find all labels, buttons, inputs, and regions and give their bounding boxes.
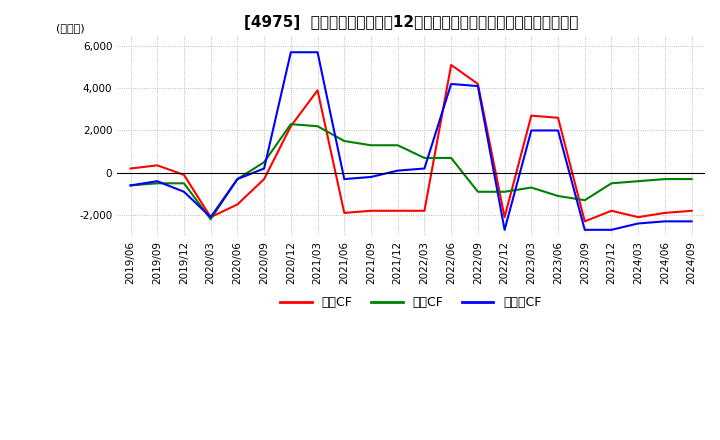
営業CF	[447, 62, 456, 68]
投資CF	[287, 121, 295, 127]
投資CF	[580, 198, 589, 203]
投資CF	[634, 179, 642, 184]
投資CF	[607, 181, 616, 186]
フリーCF	[260, 166, 269, 171]
営業CF	[233, 202, 242, 207]
営業CF	[500, 214, 509, 220]
Line: 投資CF: 投資CF	[130, 124, 692, 219]
フリーCF	[179, 189, 188, 194]
営業CF	[126, 166, 135, 171]
投資CF	[393, 143, 402, 148]
投資CF	[554, 193, 562, 198]
営業CF	[313, 88, 322, 93]
フリーCF	[527, 128, 536, 133]
Title: [4975]  キャッシュフローの12か月移動合計の対前年同期増減額の推移: [4975] キャッシュフローの12か月移動合計の対前年同期増減額の推移	[244, 15, 578, 30]
フリーCF	[474, 84, 482, 89]
フリーCF	[153, 179, 161, 184]
営業CF	[688, 208, 696, 213]
フリーCF	[287, 50, 295, 55]
フリーCF	[500, 227, 509, 232]
営業CF	[634, 214, 642, 220]
フリーCF	[233, 176, 242, 182]
投資CF	[179, 181, 188, 186]
投資CF	[126, 183, 135, 188]
フリーCF	[607, 227, 616, 232]
フリーCF	[393, 168, 402, 173]
投資CF	[260, 160, 269, 165]
投資CF	[660, 176, 669, 182]
投資CF	[420, 155, 428, 161]
投資CF	[207, 216, 215, 222]
投資CF	[688, 176, 696, 182]
投資CF	[313, 124, 322, 129]
フリーCF	[340, 176, 348, 182]
営業CF	[580, 219, 589, 224]
Line: 営業CF: 営業CF	[130, 65, 692, 221]
投資CF	[474, 189, 482, 194]
フリーCF	[554, 128, 562, 133]
投資CF	[527, 185, 536, 190]
Y-axis label: (百万円): (百万円)	[56, 23, 84, 33]
Line: フリーCF: フリーCF	[130, 52, 692, 230]
営業CF	[153, 163, 161, 168]
営業CF	[554, 115, 562, 121]
営業CF	[207, 214, 215, 220]
営業CF	[527, 113, 536, 118]
フリーCF	[313, 50, 322, 55]
営業CF	[287, 124, 295, 129]
フリーCF	[420, 166, 428, 171]
営業CF	[366, 208, 375, 213]
フリーCF	[660, 219, 669, 224]
フリーCF	[207, 214, 215, 220]
営業CF	[420, 208, 428, 213]
営業CF	[260, 176, 269, 182]
営業CF	[660, 210, 669, 216]
Legend: 営業CF, 投資CF, フリーCF: 営業CF, 投資CF, フリーCF	[275, 291, 546, 314]
投資CF	[153, 181, 161, 186]
フリーCF	[447, 81, 456, 87]
フリーCF	[688, 219, 696, 224]
投資CF	[340, 139, 348, 144]
投資CF	[447, 155, 456, 161]
投資CF	[233, 176, 242, 182]
営業CF	[474, 81, 482, 87]
営業CF	[340, 210, 348, 216]
フリーCF	[580, 227, 589, 232]
営業CF	[179, 172, 188, 177]
営業CF	[393, 208, 402, 213]
営業CF	[607, 208, 616, 213]
フリーCF	[126, 183, 135, 188]
フリーCF	[366, 174, 375, 180]
投資CF	[500, 189, 509, 194]
投資CF	[366, 143, 375, 148]
フリーCF	[634, 221, 642, 226]
